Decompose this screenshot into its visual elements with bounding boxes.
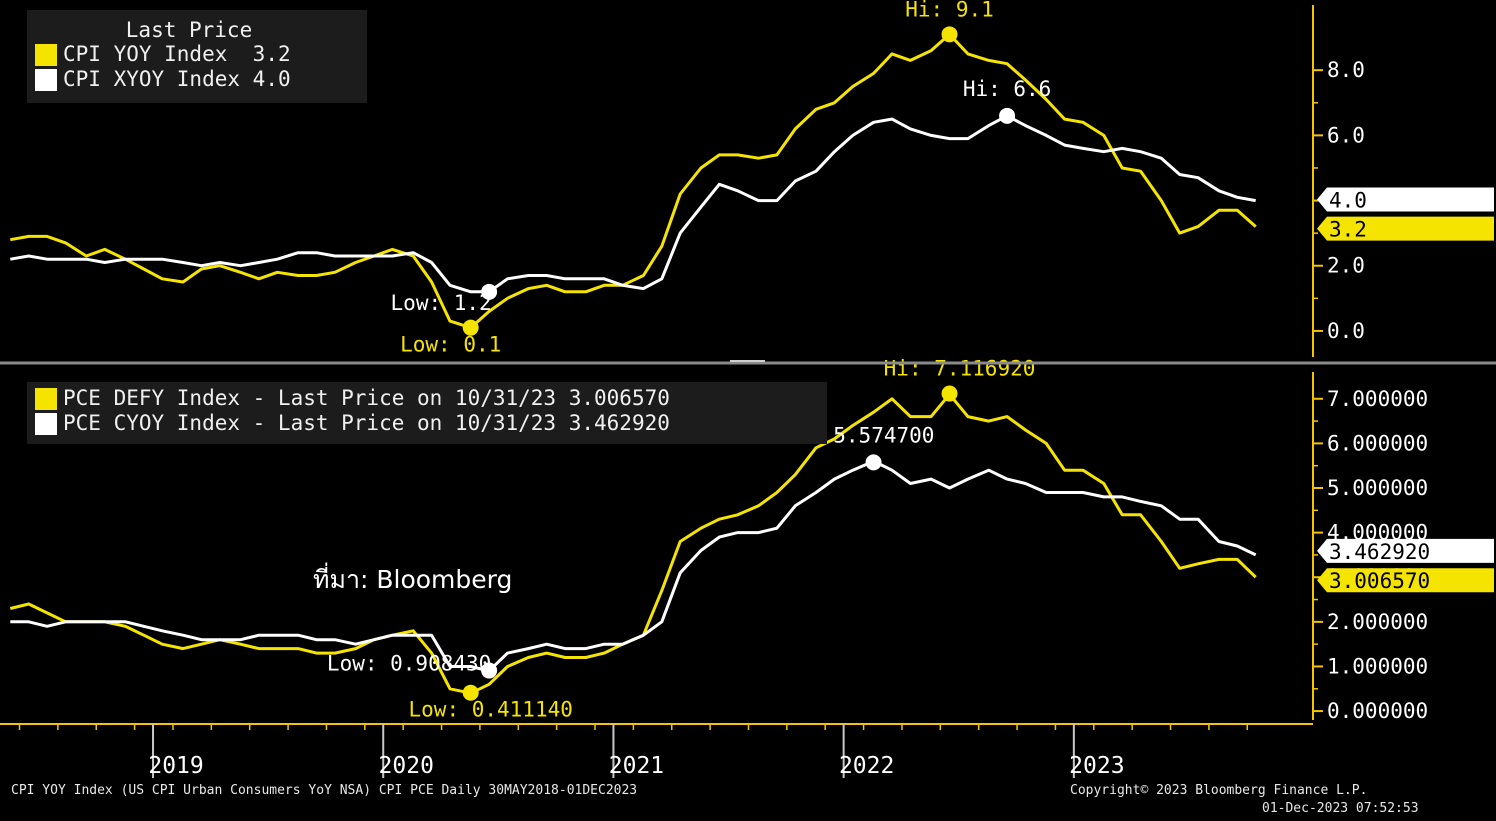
last-value-label: 3.2: [1329, 218, 1367, 242]
y-tick-label: 6.000000: [1327, 431, 1428, 455]
annotation-label: Hi: 9.1: [905, 0, 994, 21]
y-tick-label: 2.0: [1327, 254, 1365, 278]
y-tick-label: 5.000000: [1327, 476, 1428, 500]
legend-value: 4.0: [252, 67, 291, 91]
x-tick-label: 2023: [1069, 753, 1124, 779]
annotation-marker: [462, 684, 479, 701]
legend-label: PCE CYOY Index - Last Price on 10/31/23 …: [63, 411, 670, 435]
top-legend: Last Price CPI YOY Index 3.2 CPI XYOY In…: [27, 10, 367, 103]
y-tick-label: 2.000000: [1327, 610, 1428, 634]
legend-swatch-yellow: [35, 43, 57, 66]
series-line-yellow: [10, 32, 1257, 330]
annotation-label: Low: 0.1: [400, 333, 501, 357]
series-line-white: [10, 114, 1256, 294]
last-value-label: 4.0: [1329, 189, 1367, 213]
annotation-marker: [941, 26, 958, 43]
y-tick-label: 7.000000: [1327, 387, 1428, 411]
annotation-marker: [462, 319, 479, 336]
legend-item-pce-cyoy: PCE CYOY Index - Last Price on 10/31/23 …: [35, 411, 827, 436]
legend-swatch-white: [35, 68, 57, 91]
last-value-tag: [1317, 568, 1494, 593]
last-value-tag: [1317, 187, 1494, 212]
annotation-marker: [999, 107, 1016, 124]
annotation-label: Low: 0.908430: [327, 652, 491, 676]
last-value-label: 3.006570: [1329, 569, 1430, 593]
legend-value: 3.2: [252, 42, 291, 66]
series-line-white: [10, 459, 1257, 673]
x-tick-label: 2021: [609, 753, 664, 779]
footer-copyright: Copyright© 2023 Bloomberg Finance L.P.: [1070, 783, 1368, 798]
annotation-marker: [481, 283, 498, 300]
bottom-legend: PCE DEFY Index - Last Price on 10/31/23 …: [27, 382, 827, 444]
legend-swatch-yellow: [35, 387, 57, 410]
annotation-marker: [941, 385, 958, 402]
annotation-marker: [865, 454, 882, 471]
annotation-label: Low: 0.411140: [409, 698, 573, 722]
legend-item-cpi-xyoy: CPI XYOY Index 4.0: [35, 67, 367, 92]
y-tick-label: 6.0: [1327, 123, 1365, 147]
y-tick-label: 0.0: [1327, 319, 1365, 343]
legend-label: CPI YOY Index: [63, 42, 228, 66]
legend-item-pce-defy: PCE DEFY Index - Last Price on 10/31/23 …: [35, 386, 827, 411]
y-tick-label: 8.0: [1327, 58, 1365, 82]
last-value-label: 3.462920: [1329, 540, 1430, 564]
annotation-label: Hi: 6.6: [963, 77, 1052, 101]
legend-item-cpi-yoy: CPI YOY Index 3.2: [35, 42, 367, 67]
top-legend-title: Last Price: [125, 18, 253, 42]
legend-label: PCE DEFY Index - Last Price on 10/31/23 …: [63, 386, 670, 410]
legend-label: CPI XYOY Index: [63, 67, 241, 91]
y-tick-label: 1.000000: [1327, 654, 1428, 678]
source-note: ที่มา: Bloomberg: [313, 565, 513, 594]
last-value-tag: [1317, 216, 1494, 241]
annotation-label: Hi: 7.116920: [884, 357, 1036, 381]
x-tick-label: 2022: [839, 753, 894, 779]
annotation-marker: [481, 662, 498, 679]
footer-timestamp: 01-Dec-2023 07:52:53: [1262, 801, 1419, 816]
legend-swatch-white: [35, 412, 57, 435]
annotation-label: Low: 1.2: [391, 291, 492, 315]
last-value-tag: [1317, 538, 1494, 563]
y-tick-label: 0.000000: [1327, 699, 1428, 723]
x-tick-label: 2019: [148, 753, 203, 779]
footer-description: CPI YOY Index (US CPI Urban Consumers Yo…: [11, 783, 638, 798]
x-tick-label: 2020: [379, 753, 434, 779]
